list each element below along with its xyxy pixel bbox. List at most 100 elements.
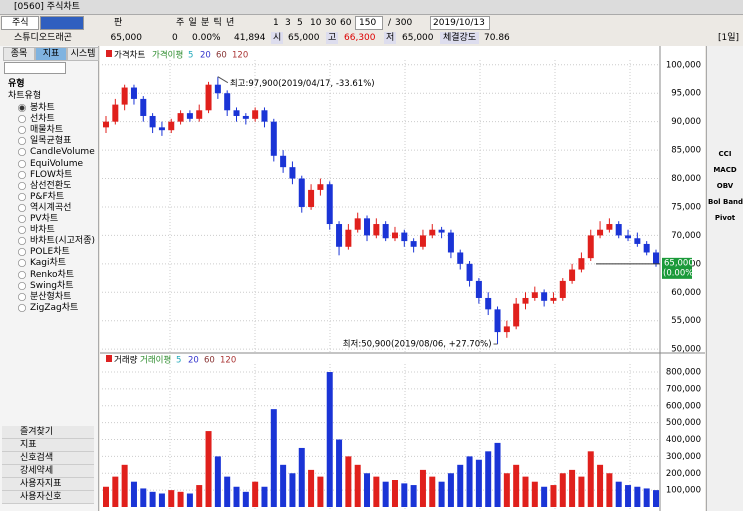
chart-type-item[interactable]: 바차트 bbox=[18, 224, 55, 237]
legend-entry: 5 bbox=[188, 51, 193, 61]
candle-body bbox=[606, 224, 613, 230]
group-item[interactable]: 사용자신호 bbox=[2, 491, 94, 504]
code-input[interactable] bbox=[40, 16, 84, 30]
volume-bar bbox=[336, 439, 343, 507]
tab[interactable]: 시스템 bbox=[67, 47, 99, 61]
date-input[interactable]: 2019/10/13 bbox=[430, 16, 490, 30]
y-tick-label: 70,000 bbox=[671, 231, 701, 241]
chart-type-item[interactable]: Renko차트 bbox=[18, 268, 75, 281]
market-select[interactable]: 주식 bbox=[1, 16, 39, 30]
legend-entry: 5 bbox=[176, 356, 181, 366]
chart-type-item[interactable]: EquiVolume bbox=[18, 157, 84, 170]
sidebar: 종목 지표 시스템 유형 차트유형 봉차트 선차트 매물차트 일목균형표 CandleVol… bbox=[0, 46, 99, 511]
search-box[interactable] bbox=[4, 62, 66, 74]
legend-entry: 60 bbox=[216, 51, 227, 61]
group-item[interactable]: 강세약세 bbox=[2, 465, 94, 478]
total: 300 bbox=[395, 18, 413, 28]
group-item[interactable]: 사용자지표 bbox=[2, 478, 94, 491]
candle-body bbox=[121, 87, 128, 105]
volume-bar bbox=[550, 485, 557, 507]
candle-body bbox=[345, 229, 352, 247]
chart-type-item[interactable]: Kagi차트 bbox=[18, 257, 67, 270]
chart-type-item[interactable]: 삼선전환도 bbox=[18, 179, 72, 192]
chart-type-item[interactable]: Swing차트 bbox=[18, 279, 74, 292]
group-item[interactable]: 지표 bbox=[2, 439, 94, 452]
volume-bar bbox=[485, 451, 492, 507]
volume-bar bbox=[559, 473, 566, 507]
minute-button[interactable]: 1 bbox=[273, 18, 279, 28]
volume-bar bbox=[606, 473, 613, 507]
stock-name: 스튜디오드래곤 bbox=[14, 33, 72, 43]
period-button[interactable]: 주 bbox=[176, 18, 185, 28]
candle-body bbox=[653, 252, 659, 264]
chart-type-item[interactable]: PV차트 bbox=[18, 213, 59, 225]
candle-body bbox=[224, 93, 231, 111]
volume-bar bbox=[130, 481, 137, 507]
candle-body bbox=[289, 167, 296, 179]
chart-type-item[interactable]: 역시계곡선 bbox=[18, 201, 72, 214]
candle-body bbox=[438, 229, 445, 233]
tool-button[interactable]: CCI bbox=[718, 150, 732, 158]
legend-title: 거래량 bbox=[114, 355, 138, 366]
minute-button[interactable]: 5 bbox=[297, 18, 303, 28]
tool-button[interactable]: Bol Band bbox=[708, 198, 743, 206]
candle-body bbox=[391, 232, 398, 239]
group-item[interactable]: 즐겨찾기 bbox=[2, 426, 94, 439]
minute-button[interactable]: 60 bbox=[340, 18, 352, 28]
candle-body bbox=[177, 113, 184, 122]
group-item[interactable]: 신호검색 bbox=[2, 452, 94, 465]
chart-type-item[interactable]: 바차트(시고저종) bbox=[18, 235, 95, 248]
minute-button[interactable]: 30 bbox=[325, 18, 337, 28]
y-tick-label: 500,000 bbox=[666, 418, 701, 428]
candle-body bbox=[373, 224, 380, 236]
y-tick-label: 200,000 bbox=[666, 469, 701, 479]
market: 주식 bbox=[12, 18, 29, 28]
candle-body bbox=[270, 121, 277, 156]
chart-type-item[interactable]: 일목균형표 bbox=[18, 135, 72, 148]
right-toolbar: CCI MACD OBV Bol Band Pivot bbox=[706, 46, 743, 511]
minute-button[interactable]: 10 bbox=[310, 18, 322, 28]
chart-type-item[interactable]: 선차트 bbox=[18, 113, 55, 126]
chart-type-item[interactable]: CandleVolume bbox=[18, 146, 95, 159]
period-button[interactable]: 일 bbox=[188, 18, 197, 28]
candle-body bbox=[475, 280, 482, 298]
volume-bar bbox=[121, 464, 128, 507]
pan-button[interactable]: 판 bbox=[114, 18, 123, 28]
y-tick-label: 50,000 bbox=[671, 345, 701, 355]
candle-body bbox=[513, 303, 520, 327]
chart-type-item[interactable]: 매물차트 bbox=[18, 124, 64, 137]
tool-button[interactable]: OBV bbox=[716, 182, 734, 190]
volume-bar bbox=[531, 481, 538, 507]
candle-body bbox=[522, 297, 529, 304]
chart-type-item[interactable]: 분산형차트 bbox=[18, 290, 72, 303]
volume-bar bbox=[503, 473, 510, 507]
high-label: 고 bbox=[326, 32, 339, 44]
high: 66,300 bbox=[344, 33, 376, 43]
chart-type-item[interactable]: ZigZag차트 bbox=[18, 301, 79, 314]
tab[interactable]: 종목 bbox=[3, 47, 35, 61]
period-button[interactable]: 틱 bbox=[213, 18, 222, 28]
volume-bar bbox=[429, 476, 436, 507]
tab[interactable]: 지표 bbox=[35, 47, 67, 61]
tool-button[interactable]: Pivot bbox=[714, 214, 736, 222]
period-button[interactable]: 분 bbox=[201, 18, 210, 28]
y-tick-label: 100,000 bbox=[666, 486, 701, 496]
chart-type-item[interactable]: FLOW차트 bbox=[18, 168, 73, 181]
count-input[interactable]: 150 bbox=[355, 16, 383, 30]
volume-bar bbox=[373, 476, 380, 507]
period-button[interactable]: 년 bbox=[226, 18, 235, 28]
candle-body bbox=[186, 113, 193, 119]
minute-button[interactable]: 3 bbox=[285, 18, 291, 28]
candle-body bbox=[466, 263, 473, 281]
subgroup: 차트유형 bbox=[8, 91, 42, 101]
y-tick-label: 100,000 bbox=[666, 60, 701, 70]
tool-button[interactable]: MACD bbox=[713, 166, 737, 174]
candle-body bbox=[541, 292, 548, 301]
chart-type-item[interactable]: P&F차트 bbox=[18, 190, 65, 203]
chart-type-item[interactable]: 봉차트 bbox=[18, 102, 55, 114]
y-tick-label: 55,000 bbox=[671, 316, 701, 326]
chart-type-item[interactable]: POLE차트 bbox=[18, 246, 70, 259]
y-tick-label: 95,000 bbox=[671, 89, 701, 99]
volume-bar bbox=[410, 485, 417, 507]
